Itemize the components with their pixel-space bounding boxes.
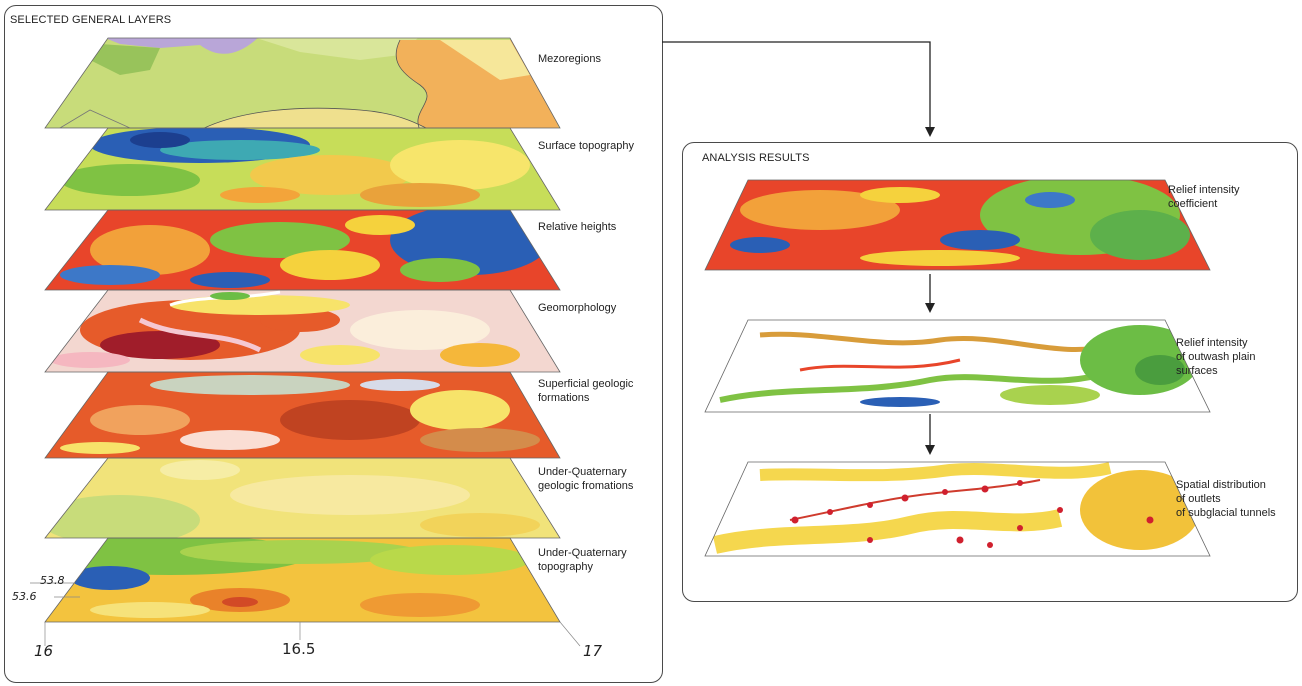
layer-label-under-quaternary-geology: Under-Quaternary geologic fromations [538, 466, 634, 492]
lat-label-53-8: 53.8 [40, 574, 65, 587]
arrow-to-analysis [662, 41, 935, 137]
right-panel-title: ANALYSIS RESULTS [702, 152, 810, 164]
layer-label-superficial-geology: Superficial geologic formations [538, 378, 634, 404]
lat-label-53-6: 53.6 [12, 590, 37, 603]
lon-label-16-5: 16.5 [282, 640, 316, 658]
selected-general-layers-panel [4, 5, 663, 683]
layer-label-under-quaternary-topography: Under-Quaternary topography [538, 547, 627, 573]
layer-label-geomorphology: Geomorphology [538, 302, 617, 314]
lon-label-17: 17 [583, 642, 603, 660]
left-panel-title: SELECTED GENERAL LAYERS [10, 14, 172, 26]
layer-label-relative-heights: Relative heights [538, 221, 617, 233]
layer-label-surface-topography: Surface topography [538, 140, 635, 152]
layer-label-subglacial-outlets: Spatial distribution of outlets of subgl… [1176, 479, 1276, 519]
layer-label-outwash-plain: Relief intensity of outwash plain surfac… [1176, 337, 1256, 377]
lon-label-16: 16 [34, 642, 54, 660]
layer-label-mezoregions: Mezoregions [538, 53, 601, 65]
layer-label-relief-intensity: Relief intensity coefficient [1168, 184, 1240, 210]
